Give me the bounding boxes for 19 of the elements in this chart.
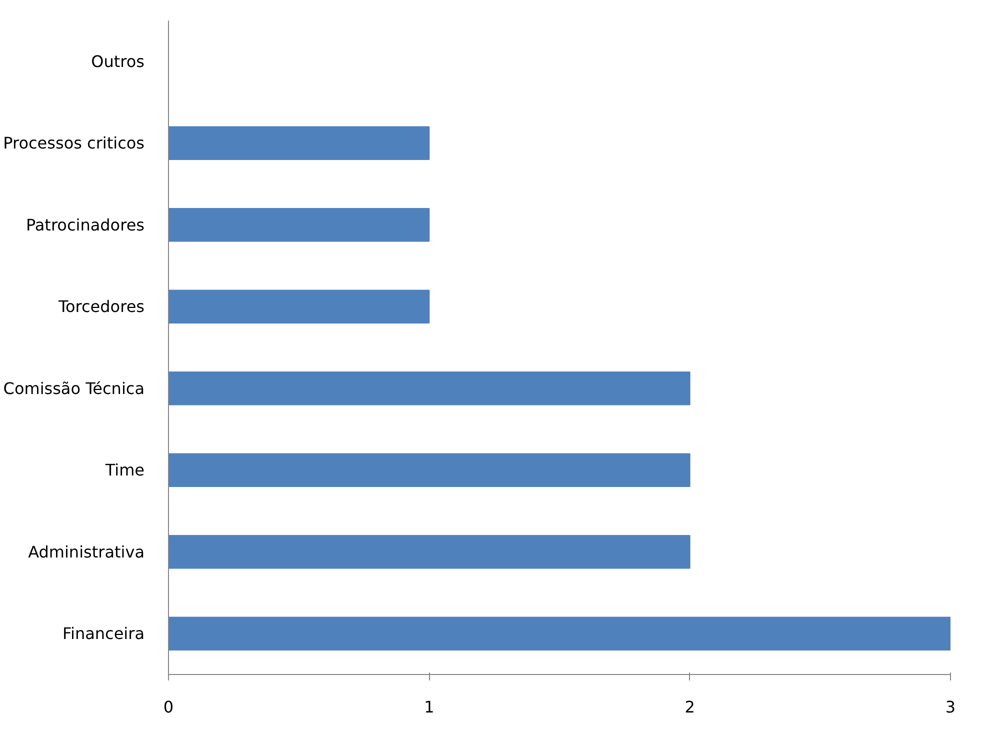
bar: [168, 616, 950, 650]
y-tick-label: Torcedores: [57, 297, 144, 316]
bar: [168, 453, 690, 487]
y-tick-label: Processos criticos: [3, 134, 145, 153]
bar: [168, 372, 690, 406]
y-tick-label: Time: [104, 460, 144, 480]
x-tick-label: 0: [163, 698, 174, 716]
x-tick-label: 2: [684, 698, 695, 716]
x-tick-label: 3: [945, 698, 956, 716]
bar: [168, 535, 690, 569]
y-tick-label: Administrativa: [28, 542, 144, 562]
bar: [168, 208, 430, 242]
bar: [168, 290, 430, 324]
y-tick-label: Patrocinadores: [26, 215, 144, 234]
y-tick-label: Outros: [91, 52, 144, 71]
x-tick-label: 1: [424, 698, 434, 716]
y-tick-label: Financeira: [62, 624, 145, 644]
bar: [168, 126, 430, 160]
y-tick-label: Comissão Técnica: [3, 378, 145, 398]
